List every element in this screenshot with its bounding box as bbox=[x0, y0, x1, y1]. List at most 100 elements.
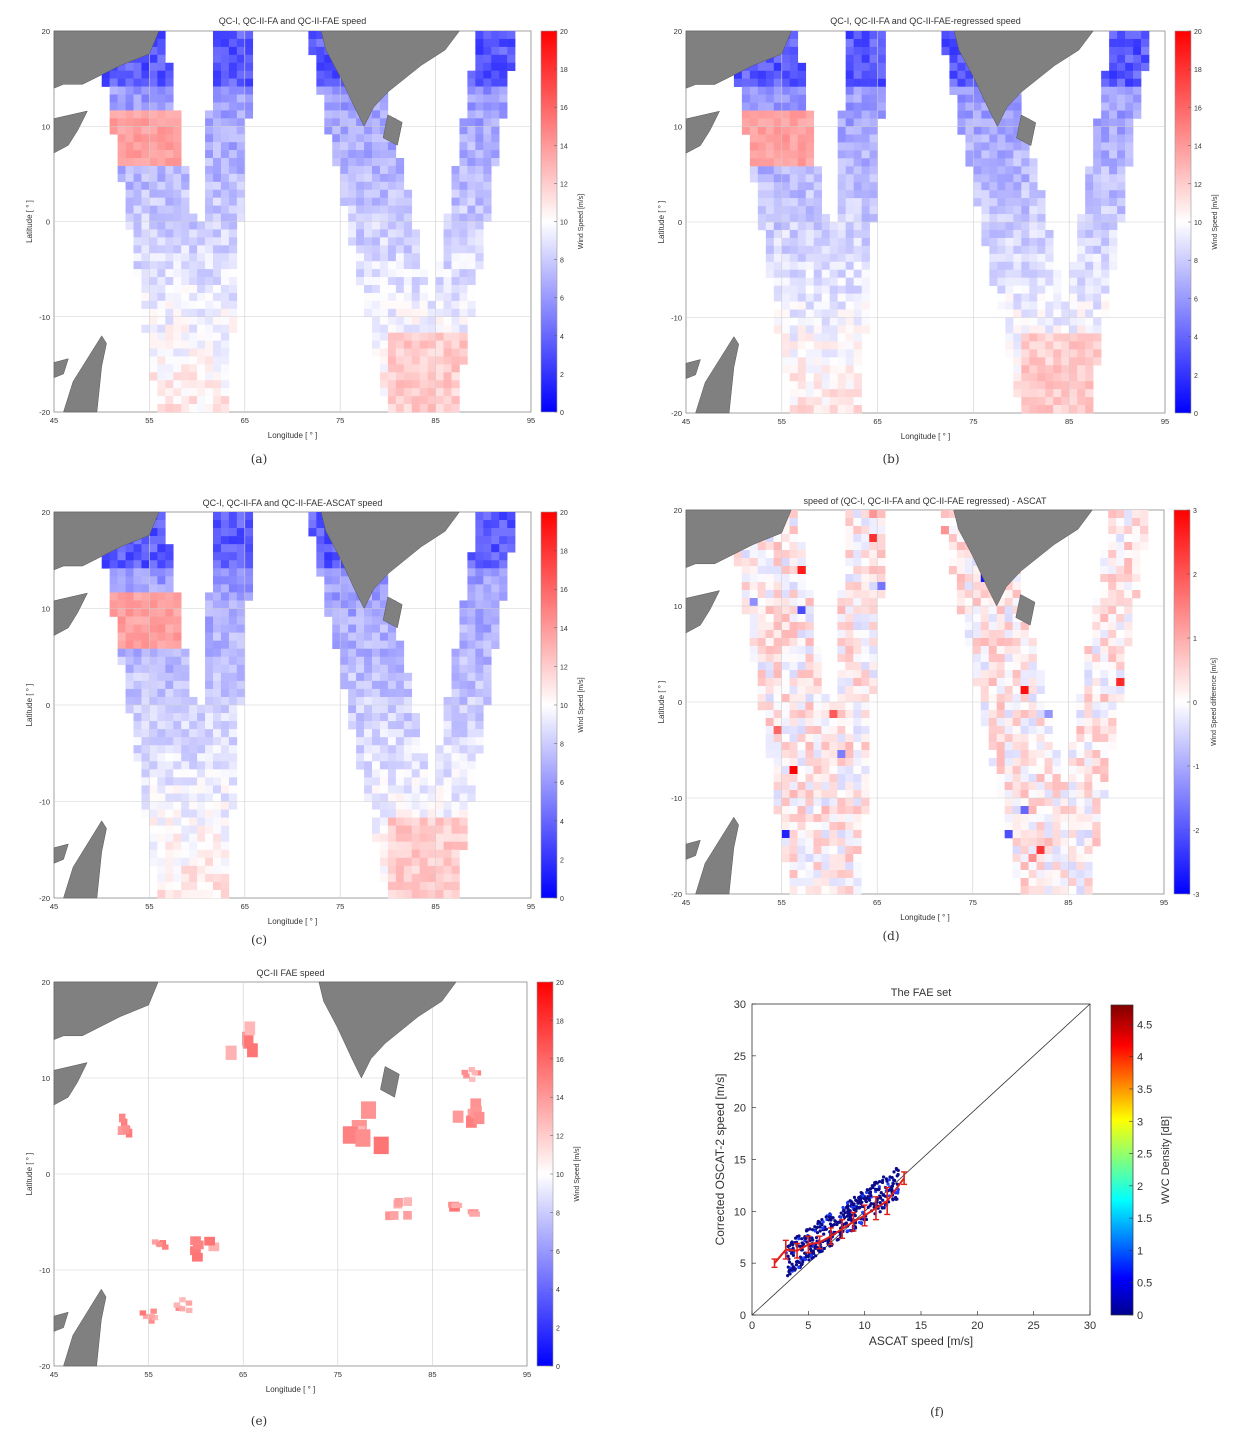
swath-cell bbox=[419, 809, 428, 818]
swath-cell bbox=[1020, 622, 1029, 631]
swath-cell bbox=[443, 388, 452, 397]
swath-cell bbox=[853, 126, 862, 135]
swath-cell bbox=[379, 118, 389, 127]
swath-cell bbox=[379, 721, 389, 730]
swath-cell bbox=[1052, 870, 1061, 879]
swath-cell bbox=[981, 229, 990, 239]
swath-cell bbox=[149, 189, 158, 198]
swath-cell bbox=[475, 118, 484, 127]
swath-cell bbox=[741, 550, 751, 559]
swath-cell bbox=[411, 396, 420, 405]
swath-cell bbox=[244, 78, 254, 87]
swath-cell bbox=[220, 640, 230, 650]
swath-cell bbox=[1020, 742, 1029, 751]
swath-cell bbox=[348, 616, 357, 625]
swath-cell bbox=[845, 654, 854, 663]
swath-cell bbox=[372, 181, 381, 191]
swath-cell bbox=[427, 865, 436, 875]
swath-cell bbox=[403, 332, 413, 341]
swath-cell bbox=[797, 590, 806, 599]
swath-cell bbox=[869, 78, 878, 88]
swath-cell bbox=[165, 865, 174, 875]
swath-cell bbox=[1117, 190, 1126, 199]
swath-cell bbox=[749, 550, 758, 559]
swath-cell bbox=[845, 70, 854, 80]
swath-cell bbox=[1004, 590, 1013, 599]
swath-cell bbox=[869, 102, 878, 111]
swath-cell bbox=[797, 325, 807, 334]
swath-cell bbox=[133, 221, 142, 230]
swath-cell bbox=[781, 285, 791, 294]
swath-cell bbox=[1109, 38, 1118, 48]
swath-cell bbox=[1100, 614, 1109, 623]
swath-cell bbox=[356, 205, 365, 214]
swath-cell bbox=[435, 269, 444, 278]
swath-cell bbox=[1013, 237, 1022, 247]
swath-cell bbox=[1037, 214, 1046, 223]
swath-cell bbox=[1045, 293, 1054, 302]
swath-cell bbox=[157, 388, 166, 397]
swath-cell bbox=[316, 544, 325, 553]
swath-cell bbox=[1037, 245, 1046, 255]
swath-cell bbox=[1045, 373, 1054, 382]
swath-cell bbox=[459, 205, 468, 214]
swath-cell bbox=[141, 544, 150, 553]
swath-cell bbox=[141, 221, 150, 230]
swath-cell bbox=[789, 550, 798, 559]
swath-cell bbox=[988, 598, 997, 607]
swath-cell bbox=[117, 118, 126, 127]
swath-cell bbox=[411, 713, 420, 722]
swath-cell bbox=[757, 702, 766, 711]
swath-cell bbox=[1021, 229, 1030, 239]
swath-cell bbox=[165, 134, 174, 143]
swath-cell bbox=[483, 78, 492, 87]
swath-cell bbox=[197, 332, 206, 341]
swath-cell bbox=[213, 396, 222, 405]
swath-cell bbox=[364, 269, 373, 278]
swath-cell bbox=[789, 325, 799, 334]
swath-cell bbox=[189, 745, 198, 754]
swath-cell bbox=[1005, 126, 1014, 135]
swath-cell bbox=[741, 598, 751, 607]
swath-cell bbox=[475, 205, 484, 214]
swath-cell bbox=[837, 662, 846, 671]
swath-cell bbox=[1100, 670, 1109, 679]
swath-cell bbox=[765, 54, 775, 64]
swath-cell bbox=[435, 356, 444, 365]
swath-cell bbox=[443, 380, 452, 389]
swath-cell bbox=[395, 721, 405, 730]
swath-cell bbox=[805, 174, 815, 183]
swath-cell bbox=[205, 388, 214, 397]
swath-cell bbox=[181, 705, 190, 714]
swath-cell bbox=[403, 205, 413, 214]
swath-cell bbox=[372, 134, 381, 143]
swath-cell bbox=[165, 889, 174, 899]
swath-cell bbox=[773, 798, 782, 807]
swath-cell bbox=[141, 173, 150, 183]
swath-cell bbox=[965, 86, 974, 95]
swath-cell bbox=[213, 221, 222, 230]
swath-cell bbox=[869, 526, 878, 535]
swath-cell bbox=[829, 886, 838, 895]
swath-cell bbox=[1020, 662, 1029, 671]
swath-cell bbox=[861, 269, 870, 279]
swath-cell bbox=[443, 308, 452, 318]
swath-cell bbox=[443, 721, 452, 730]
swath-cell bbox=[1125, 46, 1134, 56]
swath-cell bbox=[220, 809, 230, 818]
swath-cell bbox=[228, 221, 238, 230]
swath-cell bbox=[491, 640, 500, 650]
swath-cell bbox=[364, 308, 373, 318]
swath-cell bbox=[1004, 622, 1013, 631]
swath-cell bbox=[181, 261, 190, 270]
swath-cell bbox=[149, 568, 158, 577]
swath-cell bbox=[765, 606, 774, 615]
swath-cell bbox=[1133, 78, 1142, 88]
swath-cell bbox=[845, 253, 854, 263]
swath-cell bbox=[837, 758, 846, 767]
swath-cell bbox=[1029, 214, 1038, 223]
swath-cell bbox=[228, 576, 238, 585]
swath-cell bbox=[1037, 229, 1046, 239]
swath-cell bbox=[1060, 814, 1069, 823]
swath-cell bbox=[1116, 646, 1125, 655]
